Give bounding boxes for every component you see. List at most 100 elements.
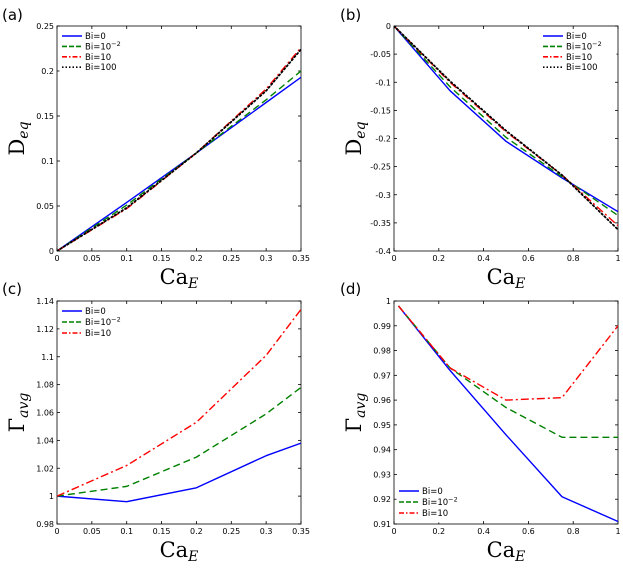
y-axis-label: Γavg — [342, 393, 369, 433]
chart-panel-b: 0 0.2 0.4 0.6 0.8 1 -0.4 -0.35 -0.3 -0.25 -0.2 -0.1… — [340, 6, 621, 292]
legend: Bi=0Bi=10−2Bi=10 — [59, 304, 127, 343]
chart-panel-c: 0 0.05 0.1 0.15 0.2 0.25 0.3 0.35 0.98 1 1.02 1.04 1… — [2, 280, 310, 565]
y-tick-label: 0.98 — [36, 520, 54, 529]
x-tick-label: 1 — [615, 527, 620, 536]
series-line-0 — [57, 76, 301, 251]
y-tick-label: -0.2 — [375, 135, 391, 144]
series-line-1 — [57, 70, 301, 251]
x-axis-label-subscript: E — [187, 549, 198, 565]
legend-label-base: Bi=10 — [422, 509, 448, 519]
legend-label-3: Bi=100 — [566, 63, 598, 73]
y-tick-label: -0.35 — [370, 219, 391, 228]
legend-label-2: Bi=10 — [422, 509, 448, 519]
x-tick-label: 0.2 — [432, 527, 445, 536]
legend-label-1: Bi=10−2 — [422, 496, 458, 509]
x-axis-label: CaE — [487, 538, 526, 565]
y-tick-label: 0 — [386, 22, 391, 31]
y-tick-label: 0.96 — [373, 396, 391, 405]
y-tick-label: 0 — [49, 247, 54, 256]
y-tick-label: 0.1 — [41, 157, 54, 166]
y-tick-label: 1.14 — [36, 297, 54, 306]
plot-area-frame — [56, 25, 302, 252]
x-tick-label: 0.1 — [120, 527, 133, 536]
panel-label: (b) — [340, 6, 361, 24]
legend-label-0: Bi=0 — [422, 487, 443, 497]
y-tick-label: -0.1 — [375, 78, 391, 87]
y-tick-label: 1.12 — [36, 325, 54, 334]
x-axis-label-subscript: E — [514, 549, 525, 565]
y-tick-label: -0.3 — [375, 191, 391, 200]
legend-label-exponent: −2 — [111, 316, 121, 324]
legend-box — [59, 29, 135, 77]
legend-label-3: Bi=100 — [85, 63, 117, 73]
x-tick-label: 0 — [54, 527, 59, 536]
legend-label-2: Bi=10 — [85, 53, 111, 63]
series-line-1 — [397, 305, 618, 438]
legend-label-base: Bi=10 — [85, 318, 111, 328]
y-tick-label: 0.2 — [41, 67, 54, 76]
y-axis-label-main: Γ — [342, 418, 366, 433]
x-tick-label: 0 — [391, 254, 396, 263]
y-tick-label: 1.1 — [41, 353, 54, 362]
y-axis-label-subscript: eq — [16, 121, 32, 138]
y-tick-label: -0.25 — [370, 163, 391, 172]
legend-label-base: Bi=10 — [566, 42, 592, 52]
x-tick-label: 0.25 — [222, 527, 240, 536]
legend-label-base: Bi=0 — [85, 32, 106, 42]
legend-label-base: Bi=10 — [85, 329, 111, 339]
y-tick-label: 0.94 — [373, 446, 391, 455]
x-tick-label: 0.2 — [190, 254, 203, 263]
x-tick-label: 0.2 — [190, 527, 203, 536]
y-tick-label: 0.05 — [36, 202, 54, 211]
series-line-0 — [397, 305, 618, 523]
y-tick-label: 1 — [386, 297, 391, 306]
legend-label-0: Bi=0 — [85, 32, 106, 42]
y-tick-label: 0.91 — [373, 520, 391, 529]
x-tick-label: 0.05 — [83, 527, 101, 536]
x-tick-label: 0.25 — [222, 254, 240, 263]
y-tick-label: 0.25 — [36, 22, 54, 31]
y-axis-label-subscript: eq — [353, 121, 369, 138]
series-line-2 — [57, 47, 301, 251]
legend-label-base: Bi=10 — [85, 42, 111, 52]
x-axis-label: CaE — [160, 265, 199, 292]
x-tick-label: 0.15 — [153, 527, 171, 536]
x-axis-label-main: Ca — [487, 538, 516, 562]
y-tick-label: 0.97 — [373, 371, 391, 380]
x-axis-label-main: Ca — [160, 265, 189, 289]
x-tick-label: 0.4 — [477, 527, 490, 536]
y-tick-label: 1.02 — [36, 464, 54, 473]
legend-label-0: Bi=0 — [85, 307, 106, 317]
legend-label-base: Bi=0 — [85, 307, 106, 317]
legend-label-1: Bi=10−2 — [85, 316, 121, 329]
panel-label: (d) — [340, 280, 361, 298]
x-tick-label: 0 — [54, 254, 59, 263]
series-line-3 — [394, 26, 618, 231]
legend-label-base: Bi=10 — [566, 53, 592, 63]
x-tick-label: 0.8 — [567, 527, 580, 536]
x-axis-label-subscript: E — [514, 276, 525, 292]
x-tick-label: 0.6 — [522, 527, 535, 536]
y-tick-label: 0.98 — [373, 347, 391, 356]
y-axis-label: Deq — [342, 121, 369, 155]
y-axis-label-subscript: avg — [16, 393, 32, 418]
x-tick-label: 0.35 — [292, 254, 310, 263]
y-axis-label-main: D — [5, 139, 29, 156]
series-line-1 — [57, 386, 301, 497]
legend-label-base: Bi=100 — [85, 63, 117, 73]
panel-label: (a) — [2, 6, 23, 24]
y-tick-label: 0.95 — [373, 421, 391, 430]
legend-label-2: Bi=10 — [566, 53, 592, 63]
series-line-3 — [57, 48, 301, 251]
legend-label-base: Bi=0 — [566, 32, 587, 42]
y-tick-label: 1.08 — [36, 381, 54, 390]
x-tick-label: 0.05 — [83, 254, 101, 263]
y-axis-label-main: D — [342, 139, 366, 156]
legend: Bi=0Bi=10−2Bi=10 — [396, 484, 464, 523]
y-tick-label: 1.04 — [36, 436, 54, 445]
x-tick-label: 0.2 — [432, 254, 445, 263]
